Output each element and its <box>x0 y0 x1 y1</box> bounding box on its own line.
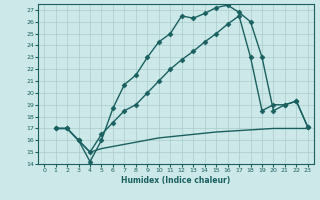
X-axis label: Humidex (Indice chaleur): Humidex (Indice chaleur) <box>121 176 231 185</box>
